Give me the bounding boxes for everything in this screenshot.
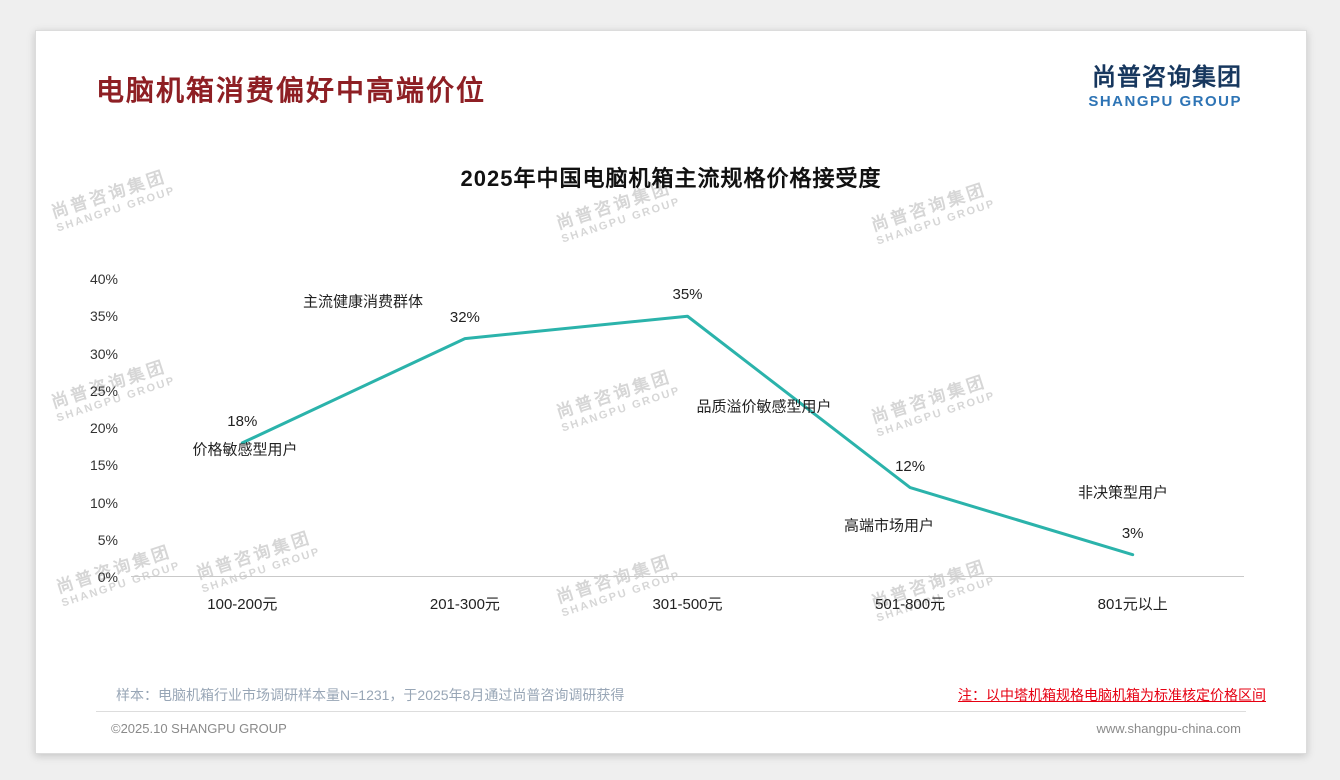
segment-annotation: 非决策型用户 [1077, 484, 1169, 502]
y-tick-label: 15% [89, 457, 118, 474]
data-value-label: 3% [1121, 524, 1144, 542]
footer-copyright: ©2025.10 SHANGPU GROUP [111, 721, 287, 736]
x-category-label: 201-300元 [429, 596, 500, 613]
x-category-label: 301-500元 [652, 596, 723, 613]
y-tick-label: 35% [89, 308, 118, 325]
sample-note: 样本：电脑机箱行业市场调研样本量N=1231，于2025年8月通过尚普咨询调研获… [116, 687, 625, 703]
slide: 尚普咨询集团 SHANGPU GROUP 尚普咨询集团 SHANGPU GROUP 尚普… [35, 30, 1307, 754]
data-value-label: 12% [895, 457, 926, 475]
x-category-label: 100-200元 [207, 596, 278, 613]
x-category-label: 501-800元 [875, 596, 946, 613]
data-value-label: 18% [227, 412, 258, 430]
y-tick-label: 10% [89, 494, 118, 511]
series-line [240, 314, 1135, 557]
y-tick-label: 20% [89, 420, 118, 436]
line-chart-plot [131, 314, 1244, 577]
y-tick-label: 0% [97, 569, 118, 585]
segment-annotation: 高端市场用户 [843, 517, 935, 535]
y-tick-label: 40% [89, 271, 118, 287]
watermark-text-en: SHANGPU GROUP [875, 197, 998, 248]
segment-annotation: 品质溢价敏感型用户 [696, 398, 832, 416]
chart-title: 2025年中国电脑机箱主流规格价格接受度 [460, 166, 882, 191]
y-tick-label: 5% [97, 531, 118, 548]
logo-text-en: SHANGPU GROUP [1088, 93, 1242, 110]
logo: 尚普咨询集团 SHANGPU GROUP [1088, 57, 1242, 110]
watermark-text-en: SHANGPU GROUP [560, 195, 683, 246]
price-basis-note: 注：以中塔机箱规格电脑机箱为标准核定价格区间 [958, 687, 1266, 703]
segment-annotation: 价格敏感型用户 [192, 441, 298, 459]
data-value-label: 32% [449, 308, 480, 326]
footer-website: www.shangpu-china.com [1096, 721, 1241, 736]
y-tick-label: 30% [89, 345, 118, 362]
x-category-label: 801元以上 [1097, 596, 1168, 613]
data-value-label: 35% [672, 286, 703, 304]
segment-annotation: 主流健康消费群体 [302, 293, 424, 311]
footer-divider [96, 711, 1246, 712]
logo-text-cn: 尚普咨询集团 [1092, 64, 1242, 91]
y-tick-label: 25% [89, 382, 118, 399]
page-title: 电脑机箱消费偏好中高端价位 [96, 75, 487, 106]
